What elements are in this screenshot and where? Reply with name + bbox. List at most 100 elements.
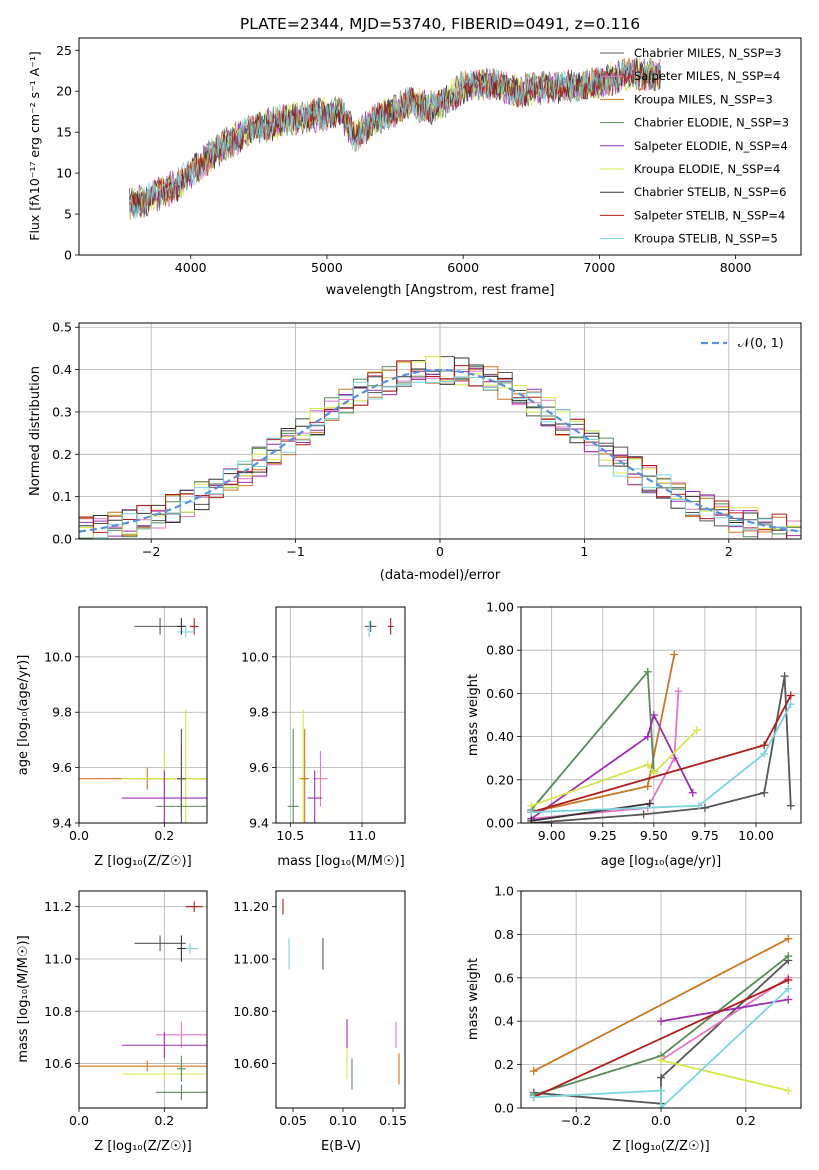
spectrum-ylabel: Flux [fλ10⁻¹⁷ erg cm⁻² s⁻¹ A⁻¹] bbox=[27, 51, 42, 240]
weight-line bbox=[530, 712, 694, 820]
y-tick-label: 10.80 bbox=[233, 1004, 269, 1019]
x-tick-label: 0.2 bbox=[154, 1113, 174, 1128]
y-tick-label: 1.0 bbox=[494, 884, 514, 899]
y-tick-label: 0.2 bbox=[52, 447, 72, 462]
mass-vs-ebv-xlabel: E(B-V) bbox=[321, 1139, 361, 1154]
x-tick-label: 5000 bbox=[311, 260, 343, 275]
spectrum-xlabel: wavelength [Angstrom, rest frame] bbox=[326, 283, 555, 298]
y-tick-label: 20 bbox=[56, 84, 72, 99]
weight-line bbox=[531, 703, 792, 814]
weight-line bbox=[533, 987, 789, 1108]
x-tick-label: 9.00 bbox=[538, 828, 566, 843]
x-tick-label: 0.2 bbox=[736, 1113, 756, 1128]
y-tick-label: 9.4 bbox=[52, 816, 72, 831]
mass-vs-ebv-frame bbox=[275, 890, 406, 1109]
y-tick-label: 0.40 bbox=[486, 729, 514, 744]
y-tick-label: 0.20 bbox=[486, 772, 514, 787]
x-tick-label: −1 bbox=[286, 544, 304, 559]
weight-vs-z-panel: −0.2 0.0 0.2 0.0 0.2 0.4 0.6 0.8 1.0 Z [log₁₀(Z/… bbox=[466, 884, 802, 1154]
y-tick-label: 11.2 bbox=[44, 899, 72, 914]
x-tick-label: 0.0 bbox=[69, 828, 89, 843]
age-vs-z-ylabel: age [log₁₀(age/yr)] bbox=[16, 655, 31, 776]
legend-label: Salpeter STELIB, N_SSP=4 bbox=[634, 208, 785, 222]
y-tick-label: 10.6 bbox=[44, 1056, 72, 1071]
weight-line bbox=[531, 675, 792, 823]
x-tick-label: 1 bbox=[580, 544, 588, 559]
y-tick-label: 0.3 bbox=[52, 404, 72, 419]
y-tick-label: 5 bbox=[64, 207, 72, 222]
y-tick-label: 9.4 bbox=[249, 816, 269, 831]
residuals-panel: −2 −1 0 1 2 0.0 0.1 0.2 0.3 0.4 0.5 (data-model)/e… bbox=[28, 320, 802, 583]
x-tick-label: 0.2 bbox=[154, 828, 174, 843]
legend-label: Salpeter MILES, N_SSP=4 bbox=[634, 69, 780, 83]
y-tick-label: 11.20 bbox=[233, 899, 269, 914]
age-vs-z-frame bbox=[78, 606, 208, 824]
mass-vs-z-xlabel: Z [log₁₀(Z/Z☉)] bbox=[94, 1139, 191, 1154]
x-tick-label: 2 bbox=[725, 544, 733, 559]
legend-label: Salpeter ELODIE, N_SSP=4 bbox=[634, 139, 788, 153]
y-tick-label: 10.60 bbox=[233, 1056, 269, 1071]
histogram-step bbox=[79, 356, 801, 539]
y-tick-label: 10.0 bbox=[241, 649, 269, 664]
x-tick-label: 0.05 bbox=[279, 1113, 307, 1128]
weight-vs-z-xlabel: Z [log₁₀(Z/Z☉)] bbox=[612, 1139, 709, 1154]
y-tick-label: 0.2 bbox=[494, 1057, 514, 1072]
spectrum-line bbox=[129, 58, 662, 218]
x-tick-label: 9.75 bbox=[691, 828, 719, 843]
legend-label: Chabrier MILES, N_SSP=3 bbox=[634, 46, 781, 60]
weight-vs-age-ylabel: mass weight bbox=[466, 674, 481, 756]
weight-vs-z-ylabel: mass weight bbox=[466, 958, 481, 1040]
x-tick-label: 4000 bbox=[175, 260, 207, 275]
weight-line bbox=[530, 729, 698, 807]
legend-label: Kroupa ELODIE, N_SSP=4 bbox=[634, 162, 780, 176]
weight-line bbox=[533, 979, 789, 1099]
y-tick-label: 0.4 bbox=[52, 362, 72, 377]
x-tick-label: −0.2 bbox=[561, 1113, 591, 1128]
y-tick-label: 0.00 bbox=[486, 816, 514, 831]
y-tick-label: 0.1 bbox=[52, 489, 72, 504]
x-tick-label: 9.50 bbox=[640, 828, 668, 843]
weight-line bbox=[530, 695, 792, 814]
x-tick-label: 0.0 bbox=[651, 1113, 671, 1128]
y-tick-label: 0.80 bbox=[486, 643, 514, 658]
y-tick-label: 0.8 bbox=[494, 927, 514, 942]
y-tick-label: 1.00 bbox=[486, 600, 514, 615]
age-vs-mass-frame bbox=[275, 606, 406, 824]
legend-label: Kroupa STELIB, N_SSP=5 bbox=[634, 232, 778, 246]
y-tick-label: 10 bbox=[56, 166, 72, 181]
x-tick-label: 6000 bbox=[447, 260, 479, 275]
x-tick-label: 0 bbox=[436, 544, 444, 559]
legend-label: Kroupa MILES, N_SSP=3 bbox=[634, 92, 773, 106]
legend-label: Chabrier STELIB, N_SSP=6 bbox=[634, 185, 786, 199]
legend-label: 𝒩(0, 1) bbox=[738, 335, 784, 350]
weight-vs-age-frame bbox=[520, 606, 802, 824]
x-tick-label: 7000 bbox=[583, 260, 615, 275]
x-tick-label: 10.5 bbox=[276, 828, 304, 843]
weight-vs-age-xlabel: age [log₁₀(age/yr)] bbox=[601, 854, 722, 869]
histogram-step bbox=[79, 376, 801, 539]
y-tick-label: 9.6 bbox=[249, 760, 269, 775]
spectrum-line bbox=[129, 61, 662, 220]
weight-line bbox=[660, 1059, 789, 1092]
age-vs-mass-xlabel: mass [log₁₀(M/M☉)] bbox=[277, 854, 404, 869]
y-tick-label: 0.4 bbox=[494, 1014, 514, 1029]
x-tick-label: 0.0 bbox=[69, 1113, 89, 1128]
histogram-step bbox=[79, 360, 801, 539]
y-tick-label: 0.5 bbox=[52, 320, 72, 335]
mass-vs-z-panel: 0.0 0.2 10.6 10.8 11.0 11.2 Z [log₁₀(Z/Z☉)] m… bbox=[16, 890, 208, 1154]
weight-line bbox=[660, 998, 789, 1023]
weight-vs-age-panel: 9.00 9.25 9.50 9.75 10.00 0.00 0.20 0.40 0.60 0.8… bbox=[466, 600, 802, 869]
mass-vs-ebv-panel: 0.05 0.10 0.15 10.60 10.80 11.00 11.20 E(B-V) bbox=[233, 890, 407, 1154]
age-vs-z-panel: 0.0 0.2 9.4 9.6 9.8 10.0 Z [log₁₀(Z/Z☉)] age … bbox=[16, 606, 208, 869]
y-tick-label: 11.00 bbox=[233, 951, 269, 966]
mass-vs-z-ylabel: mass [log₁₀(M/M☉)] bbox=[16, 935, 31, 1062]
x-tick-label: 8000 bbox=[720, 260, 752, 275]
spectrum-line bbox=[129, 58, 661, 218]
x-tick-label: 0.10 bbox=[329, 1113, 357, 1128]
age-vs-z-xlabel: Z [log₁₀(Z/Z☉)] bbox=[94, 854, 191, 869]
y-tick-label: 9.6 bbox=[52, 760, 72, 775]
x-tick-label: 11.0 bbox=[348, 828, 376, 843]
spectrum-panel: 4000 5000 6000 7000 8000 0 5 10 15 20 25 wavelengt… bbox=[27, 37, 802, 298]
y-tick-label: 15 bbox=[56, 125, 72, 140]
